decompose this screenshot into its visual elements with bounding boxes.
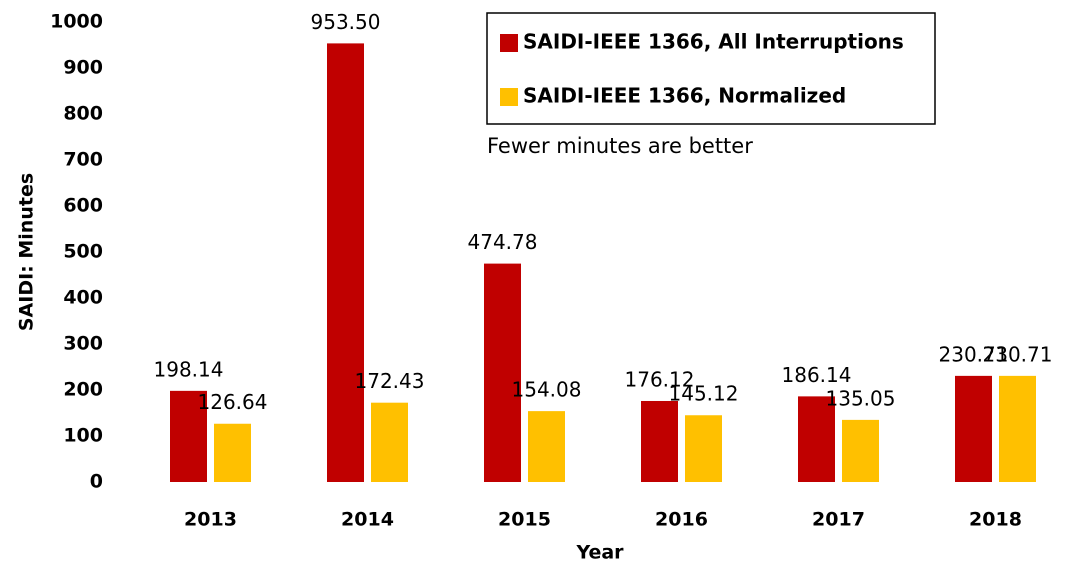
y-tick-label: 900 — [63, 57, 103, 79]
bar — [371, 402, 408, 482]
legend-box — [486, 12, 936, 125]
x-tick-label: 2018 — [969, 509, 1022, 531]
x-tick-label: 2013 — [184, 509, 237, 531]
y-tick-label: 500 — [63, 241, 103, 263]
annotation: Fewer minutes are better — [487, 134, 753, 158]
data-label: 145.12 — [669, 382, 739, 406]
y-tick-label: 800 — [63, 103, 103, 125]
y-tick-label: 400 — [63, 287, 103, 309]
bar — [327, 43, 364, 482]
bar — [484, 263, 521, 482]
bar — [955, 375, 992, 482]
data-label: 230.71 — [939, 342, 1009, 366]
y-tick-label: 200 — [63, 379, 103, 401]
data-label: 172.43 — [355, 369, 425, 393]
x-tick-label: 2017 — [812, 509, 865, 531]
bar — [798, 396, 835, 482]
data-label: 230.71 — [983, 342, 1053, 366]
data-label: 154.08 — [512, 378, 582, 402]
data-label: 135.05 — [826, 386, 896, 410]
y-tick-label: 300 — [63, 333, 103, 355]
data-label: 176.12 — [625, 367, 695, 391]
bar — [842, 419, 879, 482]
bar — [214, 423, 251, 482]
bar — [641, 400, 678, 482]
data-label: 126.64 — [198, 390, 268, 414]
y-axis-label: SAIDI: Minutes — [16, 173, 38, 331]
y-tick-label: 1000 — [50, 11, 103, 33]
bar — [170, 390, 207, 482]
legend-label: SAIDI-IEEE 1366, All Interruptions — [523, 30, 904, 54]
y-tick-label: 600 — [63, 195, 103, 217]
y-tick-label: 700 — [63, 149, 103, 171]
legend-swatch — [500, 34, 518, 52]
data-label: 186.14 — [782, 363, 852, 387]
y-tick-label: 0 — [90, 471, 103, 493]
bar — [999, 375, 1036, 482]
bar — [528, 411, 565, 482]
x-tick-label: 2016 — [655, 509, 708, 531]
data-label: 953.50 — [311, 10, 381, 34]
legend-swatch — [500, 88, 518, 106]
data-label: 198.14 — [154, 357, 224, 381]
x-tick-label: 2015 — [498, 509, 551, 531]
data-label: 474.78 — [468, 230, 538, 254]
x-tick-label: 2014 — [341, 509, 394, 531]
y-tick-label: 100 — [63, 425, 103, 447]
legend-label: SAIDI-IEEE 1366, Normalized — [523, 84, 846, 108]
x-axis-label: Year — [575, 542, 624, 564]
bar — [685, 415, 722, 482]
